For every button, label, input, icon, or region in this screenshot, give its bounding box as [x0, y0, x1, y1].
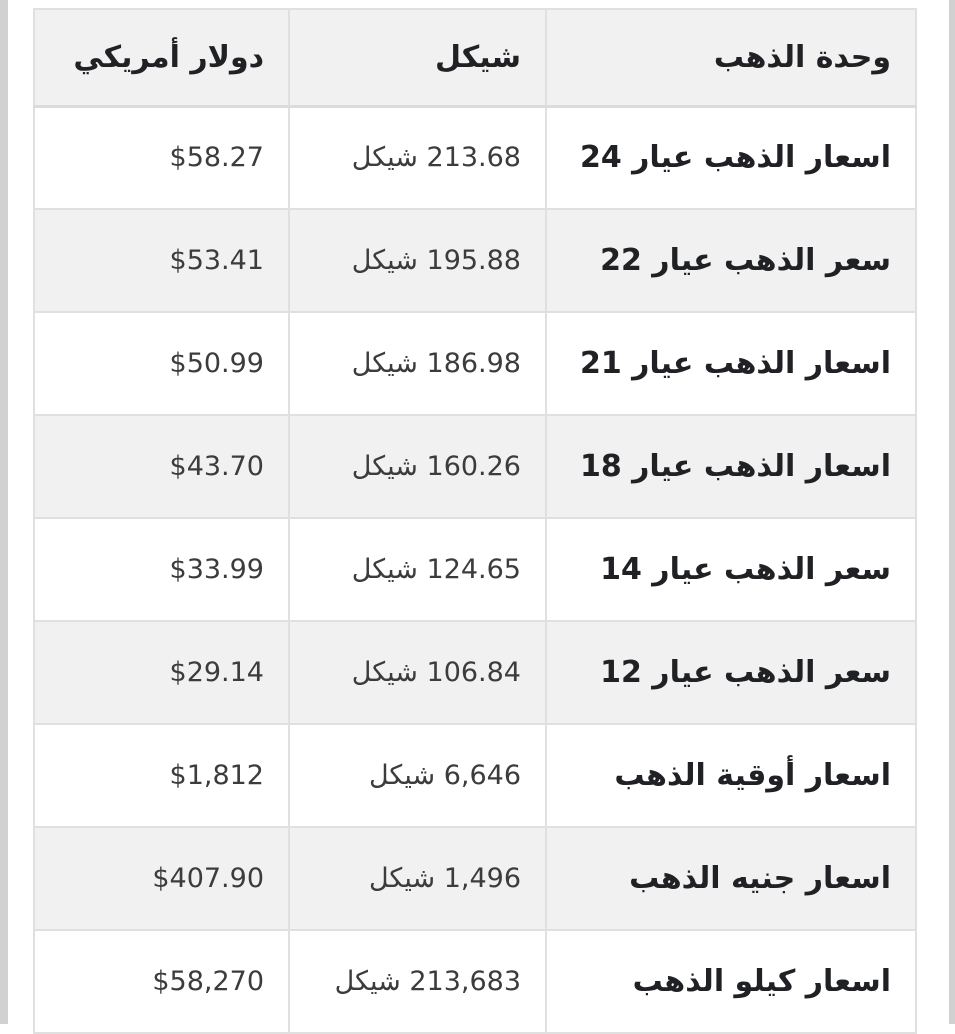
dollar-value-cell: $33.99 [33, 517, 290, 622]
dollar-value-cell: $43.70 [33, 414, 290, 519]
unit-cell: اسعار جنيه الذهب [545, 826, 917, 931]
shekel-value-cell: 186.98 شيكل [288, 311, 547, 416]
dollar-value-cell: $58.27 [33, 105, 290, 210]
page-edge-strip-right [949, 0, 955, 1024]
unit-cell: سعر الذهب عيار 12 [545, 620, 917, 725]
gold-prices-table: وحدة الذهب شيكل دولار أمريكي اسعار الذهب… [33, 8, 917, 1034]
dollar-value-cell: $407.90 [33, 826, 290, 931]
column-header-gold-unit: وحدة الذهب [545, 8, 917, 108]
shekel-value-cell: 213.68 شيكل [288, 105, 547, 210]
shekel-value-cell: 6,646 شيكل [288, 723, 547, 828]
table-row: سعر الذهب عيار 22 195.88 شيكل $53.41 [33, 208, 917, 313]
table-row: اسعار الذهب عيار 18 160.26 شيكل $43.70 [33, 414, 917, 519]
shekel-value-cell: 160.26 شيكل [288, 414, 547, 519]
gold-prices-table-container: وحدة الذهب شيكل دولار أمريكي اسعار الذهب… [33, 8, 917, 1034]
shekel-value-cell: 106.84 شيكل [288, 620, 547, 725]
shekel-value-cell: 1,496 شيكل [288, 826, 547, 931]
column-header-shekel: شيكل [288, 8, 547, 108]
dollar-value-cell: $58,270 [33, 929, 290, 1034]
unit-cell: اسعار أوقية الذهب [545, 723, 917, 828]
shekel-value-cell: 124.65 شيكل [288, 517, 547, 622]
unit-cell: سعر الذهب عيار 22 [545, 208, 917, 313]
table-row: اسعار الذهب عيار 24 213.68 شيكل $58.27 [33, 105, 917, 210]
table-row: اسعار جنيه الذهب 1,496 شيكل $407.90 [33, 826, 917, 931]
unit-cell: اسعار كيلو الذهب [545, 929, 917, 1034]
table-row: اسعار كيلو الذهب 213,683 شيكل $58,270 [33, 929, 917, 1034]
shekel-value-cell: 213,683 شيكل [288, 929, 547, 1034]
table-row: سعر الذهب عيار 14 124.65 شيكل $33.99 [33, 517, 917, 622]
table-row: اسعار أوقية الذهب 6,646 شيكل $1,812 [33, 723, 917, 828]
unit-cell: سعر الذهب عيار 14 [545, 517, 917, 622]
dollar-value-cell: $53.41 [33, 208, 290, 313]
shekel-value-cell: 195.88 شيكل [288, 208, 547, 313]
header-row: وحدة الذهب شيكل دولار أمريكي [33, 8, 917, 108]
unit-cell: اسعار الذهب عيار 21 [545, 311, 917, 416]
table-row: اسعار الذهب عيار 21 186.98 شيكل $50.99 [33, 311, 917, 416]
table-row: سعر الذهب عيار 12 106.84 شيكل $29.14 [33, 620, 917, 725]
dollar-value-cell: $1,812 [33, 723, 290, 828]
column-header-us-dollar: دولار أمريكي [33, 8, 290, 108]
page-edge-strip-left [0, 0, 8, 1024]
dollar-value-cell: $29.14 [33, 620, 290, 725]
dollar-value-cell: $50.99 [33, 311, 290, 416]
unit-cell: اسعار الذهب عيار 24 [545, 105, 917, 210]
unit-cell: اسعار الذهب عيار 18 [545, 414, 917, 519]
